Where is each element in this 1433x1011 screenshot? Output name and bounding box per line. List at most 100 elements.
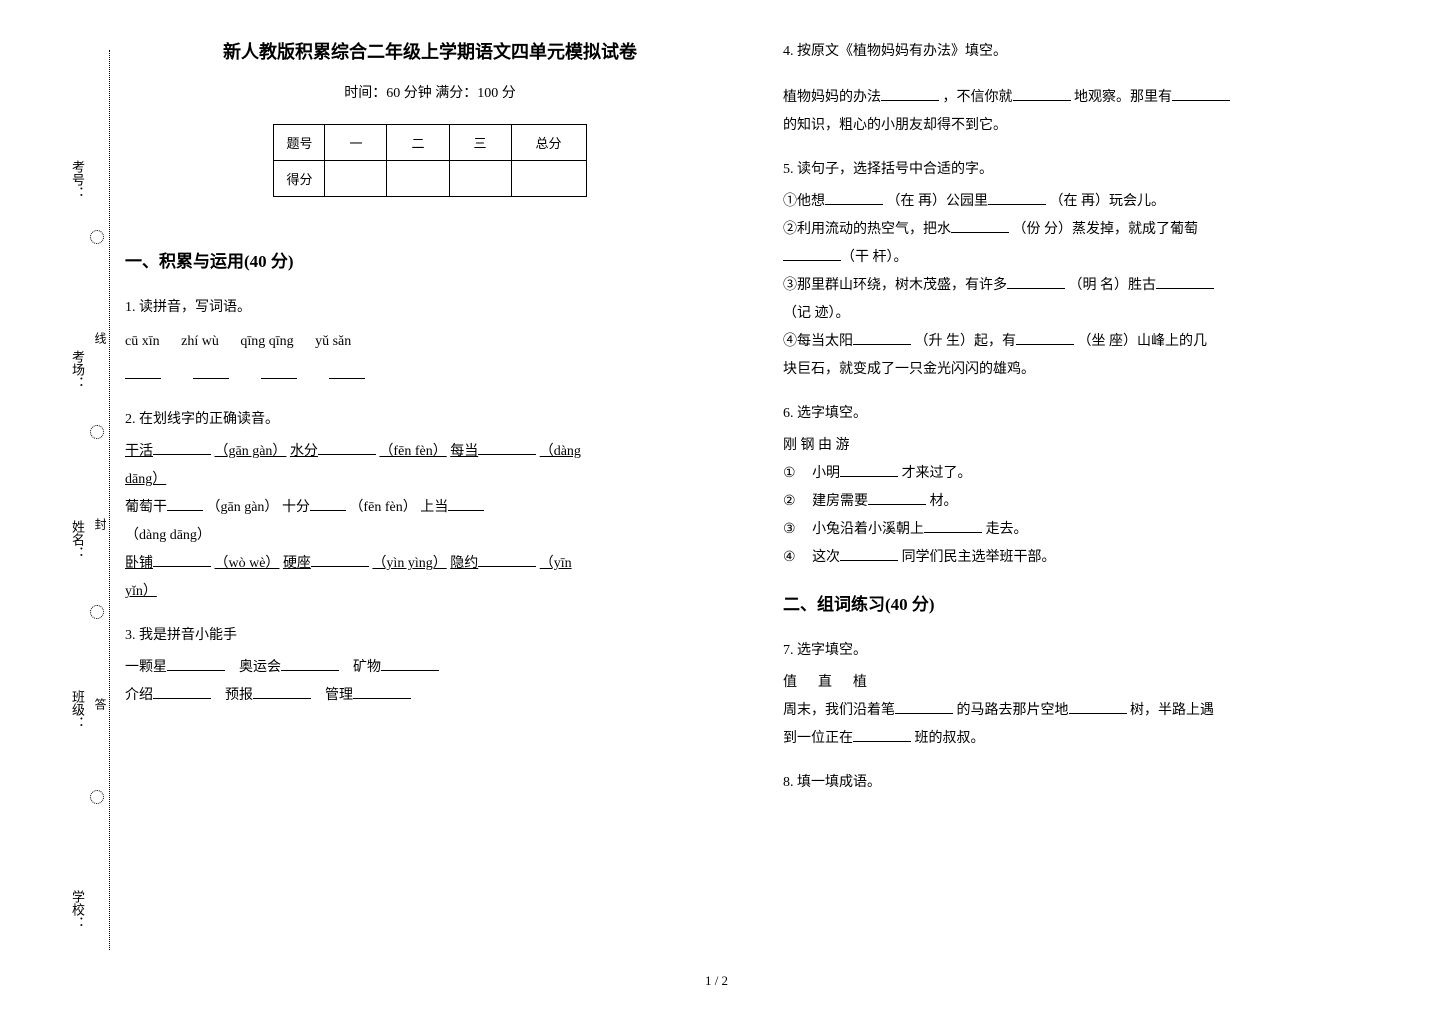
blank: [924, 519, 982, 533]
text: 这次: [812, 550, 840, 565]
blank: [1007, 275, 1065, 289]
text: （升 生）起，有: [915, 334, 1017, 349]
text: （记 迹）。: [783, 306, 850, 321]
word: 每当: [450, 444, 478, 459]
question-1: 1. 读拼音，写词语。 cū xīn zhí wù qīng qīng yǔ s…: [125, 294, 735, 390]
word: 葡萄干: [125, 500, 167, 515]
blank: [853, 331, 911, 345]
page-number: 1 / 2: [705, 973, 728, 989]
blank: [310, 497, 346, 511]
blank: [153, 441, 211, 455]
text: ④每当太阳: [783, 334, 853, 349]
cut-label: 封: [92, 518, 109, 530]
word: 预报: [225, 688, 253, 703]
exam-subtitle: 时间：60 分钟 满分：100 分: [125, 82, 735, 102]
pron: （wò wè）: [215, 556, 280, 571]
pron: （dàng dāng）: [125, 528, 211, 543]
num: ④: [783, 550, 796, 565]
blank: [125, 365, 161, 379]
word-bank: 刚 钢 由 游: [783, 432, 1393, 460]
pron: （gān gàn）: [215, 444, 287, 459]
blank: [353, 685, 411, 699]
word: 管理: [325, 688, 353, 703]
blank: [1172, 87, 1230, 101]
fold-circle: [90, 230, 104, 244]
text: 到一位正在: [783, 731, 853, 746]
blank: [167, 497, 203, 511]
q-prompt: 7. 选字填空。: [783, 637, 1393, 665]
th: 二: [387, 125, 449, 161]
td-blank: [449, 161, 511, 197]
side-label-school: 学校：: [68, 890, 87, 929]
list-item: ④ 这次 同学们民主选举班干部。: [783, 544, 1393, 572]
td: 得分: [274, 161, 325, 197]
text: 地观察。那里有: [1074, 90, 1172, 105]
pron: （fēn fèn）: [379, 444, 446, 459]
blank: [329, 365, 365, 379]
question-3: 3. 我是拼音小能手 一颗星 奥运会 矿物 介绍 预报 管理: [125, 622, 735, 710]
fold-circle: [90, 605, 104, 619]
pron: （gān gàn）: [207, 500, 279, 515]
question-2: 2. 在划线字的正确读音。 干活 （gān gàn） 水分 （fēn fèn） …: [125, 406, 735, 606]
word: 水分: [290, 444, 318, 459]
q-prompt: 8. 填一填成语。: [783, 769, 1393, 797]
blank: [895, 700, 953, 714]
blank: [840, 547, 898, 561]
side-label-room: 考场：: [68, 350, 87, 389]
blank: [261, 365, 297, 379]
td-blank: [325, 161, 387, 197]
num: ③: [783, 522, 796, 537]
word: 十分: [282, 500, 310, 515]
text: 小兔沿着小溪朝上: [812, 522, 924, 537]
q6-options: ① 小明 才来过了。 ② 建房需要 材。 ③ 小兔沿着小溪朝上 走去。 ④: [783, 460, 1393, 572]
word: 介绍: [125, 688, 153, 703]
blank: [1016, 331, 1074, 345]
pron: （fēn fèn）: [349, 500, 416, 515]
text: 的马路去那片空地: [957, 703, 1069, 718]
num: ②: [783, 494, 796, 509]
right-column: 4. 按原文《植物妈妈有办法》填空。 植物妈妈的办法 ，不信你就 地观察。那里有…: [783, 38, 1393, 813]
q-prompt: 3. 我是拼音小能手: [125, 622, 735, 650]
cut-label: 答: [92, 698, 109, 710]
page-content: 新人教版积累综合二年级上学期语文四单元模拟试卷 时间：60 分钟 满分：100 …: [125, 38, 1393, 813]
blank: [853, 728, 911, 742]
text: ①他想: [783, 194, 825, 209]
blank: [281, 657, 339, 671]
answer-blanks-row: [125, 362, 735, 390]
side-label-id: 考号：: [68, 160, 87, 199]
q2-lines: 干活 （gān gàn） 水分 （fēn fèn） 每当 （dàng dāng）…: [125, 438, 735, 606]
word: 上当: [420, 500, 448, 515]
q-prompt: 5. 读句子，选择括号中合适的字。: [783, 156, 1393, 184]
list-item: ③ 小兔沿着小溪朝上 走去。: [783, 516, 1393, 544]
blank: [448, 497, 484, 511]
blank: [381, 657, 439, 671]
blank: [783, 247, 841, 261]
th: 三: [449, 125, 511, 161]
exam-title: 新人教版积累综合二年级上学期语文四单元模拟试卷: [125, 38, 735, 64]
question-7: 7. 选字填空。 值 直 植 周末，我们沿着笔 的马路去那片空地 树，半路上遇 …: [783, 637, 1393, 753]
text: （干 杆）。: [841, 250, 908, 265]
pron: yǐn）: [125, 584, 157, 599]
td-blank: [387, 161, 449, 197]
th: 总分: [511, 125, 586, 161]
word: 奥运会: [239, 660, 281, 675]
text: （在 再）公园里: [887, 194, 989, 209]
td-blank: [511, 161, 586, 197]
text: 班的叔叔。: [915, 731, 985, 746]
cut-label: 线: [92, 332, 109, 344]
text: （明 名）胜古: [1069, 278, 1157, 293]
text: 块巨石，就变成了一只金光闪闪的雄鸡。: [783, 362, 1035, 377]
question-6: 6. 选字填空。 刚 钢 由 游 ① 小明 才来过了。 ② 建房需要 材。 ③ …: [783, 400, 1393, 572]
word: 干活: [125, 444, 153, 459]
fold-circle: [90, 425, 104, 439]
word: 硬座: [283, 556, 311, 571]
text: 材。: [930, 494, 958, 509]
blank: [840, 463, 898, 477]
th: 一: [325, 125, 387, 161]
pron: dāng）: [125, 472, 166, 487]
text: （份 分）蒸发掉，就成了葡萄: [1013, 222, 1199, 237]
blank: [1156, 275, 1214, 289]
score-table: 题号 一 二 三 总分 得分: [273, 124, 586, 197]
blank: [153, 553, 211, 567]
blank: [825, 191, 883, 205]
